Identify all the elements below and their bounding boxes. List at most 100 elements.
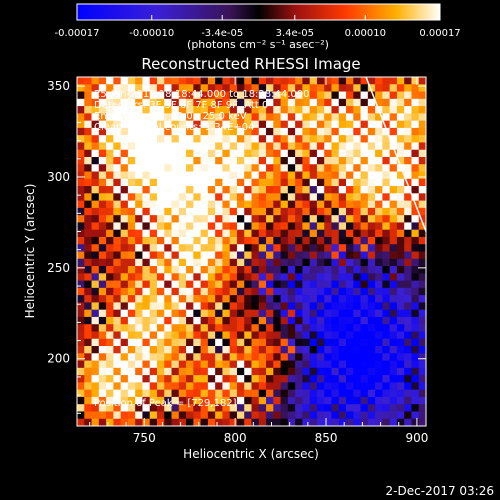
heatmap-pixel — [98, 273, 107, 282]
heatmap-pixel — [273, 127, 282, 136]
heatmap-pixel — [222, 324, 231, 333]
y-axis-label: Heliocentric Y (arcsec) — [23, 184, 37, 319]
heatmap-pixel — [266, 273, 274, 282]
heatmap-pixel — [309, 273, 318, 282]
heatmap-pixel — [222, 360, 231, 369]
heatmap-pixel — [367, 295, 376, 303]
heatmap-pixel — [193, 186, 202, 194]
heatmap-pixel — [127, 382, 136, 391]
heatmap-pixel — [316, 302, 325, 311]
heatmap-pixel — [251, 316, 260, 325]
heatmap-pixel — [404, 353, 413, 362]
heatmap-pixel — [309, 418, 318, 426]
heatmap-pixel — [98, 156, 107, 165]
heatmap-pixel — [360, 236, 369, 245]
heatmap-pixel — [215, 273, 224, 282]
heatmap-pixel — [287, 98, 296, 107]
heatmap-pixel — [149, 215, 158, 224]
heatmap-pixel — [375, 316, 383, 325]
heatmap-pixel — [77, 251, 85, 260]
heatmap-pixel — [127, 142, 136, 151]
heatmap-pixel — [77, 135, 85, 144]
heatmap-pixel — [200, 164, 209, 173]
heatmap-pixel — [251, 404, 260, 413]
heatmap-pixel — [302, 193, 311, 202]
heatmap-pixel — [360, 251, 369, 260]
heatmap-pixel — [135, 404, 144, 413]
heatmap-pixel — [273, 309, 282, 318]
heatmap-pixel — [338, 375, 347, 383]
heatmap-pixel — [120, 106, 129, 114]
heatmap-pixel — [404, 316, 413, 325]
heatmap-pixel — [84, 222, 93, 231]
heatmap-pixel — [375, 164, 383, 173]
heatmap-pixel — [171, 338, 180, 347]
heatmap-pixel — [207, 382, 216, 391]
heatmap-pixel — [324, 215, 333, 224]
heatmap-pixel — [418, 91, 426, 100]
heatmap-pixel — [207, 273, 216, 282]
heatmap-pixel — [338, 331, 347, 340]
heatmap-pixel — [338, 295, 347, 303]
heatmap-pixel — [316, 382, 325, 391]
heatmap-pixel — [266, 418, 274, 426]
heatmap-pixel — [251, 389, 260, 398]
heatmap-pixel — [375, 149, 383, 158]
heatmap-pixel — [404, 367, 413, 376]
heatmap-pixel — [84, 149, 93, 158]
heatmap-pixel — [324, 360, 333, 369]
heatmap-pixel — [273, 331, 282, 340]
heatmap-pixel — [207, 186, 216, 194]
heatmap-pixel — [375, 273, 383, 282]
heatmap-pixel — [375, 113, 383, 122]
heatmap-pixel — [77, 91, 85, 100]
heatmap-pixel — [258, 171, 267, 180]
heatmap-pixel — [353, 186, 362, 194]
heatmap-pixel — [331, 120, 340, 129]
heatmap-pixel — [367, 207, 376, 216]
heatmap-pixel — [178, 156, 187, 165]
heatmap-pixel — [331, 229, 340, 238]
heatmap-pixel — [106, 135, 114, 144]
heatmap-pixel — [266, 287, 274, 296]
heatmap-pixel — [309, 149, 318, 158]
heatmap-pixel — [396, 404, 405, 413]
heatmap-pixel — [215, 120, 224, 129]
heatmap-pixel — [404, 229, 413, 238]
heatmap-pixel — [113, 273, 122, 282]
heatmap-pixel — [353, 84, 362, 93]
heatmap-pixel — [215, 295, 224, 303]
heatmap-pixel — [171, 367, 180, 376]
heatmap-pixel — [396, 367, 405, 376]
heatmap-pixel — [266, 338, 274, 347]
heatmap-pixel — [273, 302, 282, 311]
heatmap-pixel — [346, 91, 354, 100]
heatmap-pixel — [215, 266, 224, 274]
heatmap-pixel — [389, 244, 398, 253]
heatmap-pixel — [156, 135, 165, 144]
heatmap-pixel — [120, 316, 129, 325]
heatmap-pixel — [142, 77, 151, 85]
heatmap-pixel — [77, 178, 85, 187]
heatmap-pixel — [353, 382, 362, 391]
heatmap-pixel — [193, 120, 202, 129]
heatmap-pixel — [215, 411, 224, 420]
heatmap-pixel — [244, 302, 253, 311]
heatmap-pixel — [280, 98, 289, 107]
heatmap-pixel — [389, 295, 398, 303]
heatmap-pixel — [193, 142, 202, 151]
heatmap-pixel — [127, 171, 136, 180]
heatmap-pixel — [251, 324, 260, 333]
heatmap-pixel — [418, 164, 426, 173]
heatmap-pixel — [295, 411, 303, 420]
heatmap-pixel — [244, 120, 253, 129]
heatmap-pixel — [309, 178, 318, 187]
heatmap-pixel — [353, 375, 362, 383]
heatmap-pixel — [346, 287, 354, 296]
y-tick-label: 300 — [47, 170, 70, 184]
heatmap-pixel — [418, 382, 426, 391]
heatmap-pixel — [338, 164, 347, 173]
heatmap-pixel — [331, 207, 340, 216]
heatmap-pixel — [215, 324, 224, 333]
heatmap-pixel — [98, 135, 107, 144]
